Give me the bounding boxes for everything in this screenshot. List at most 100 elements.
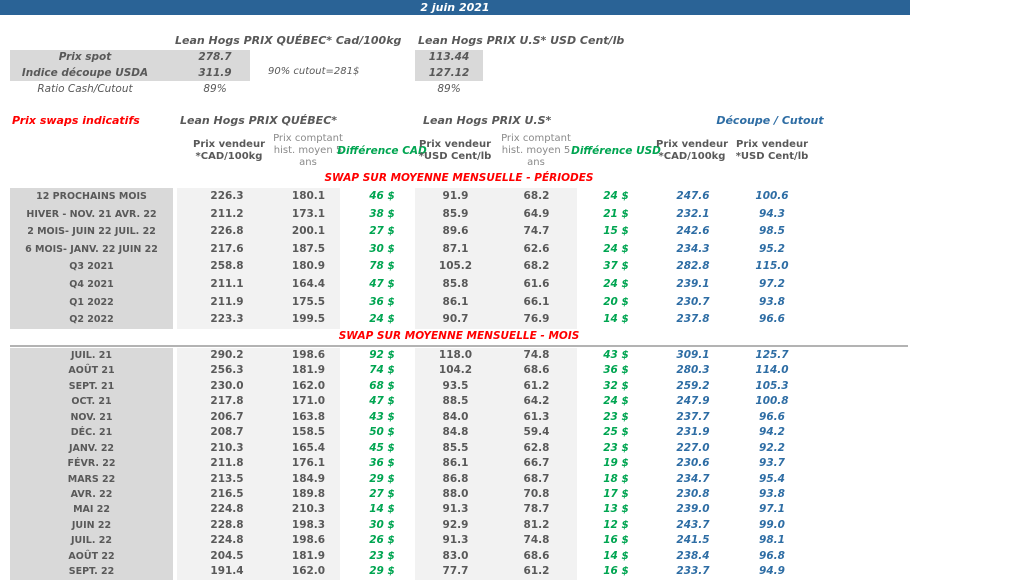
difference-cad-cell: 29 $: [369, 472, 395, 485]
col-header-cutout-usd: Prix vendeur *USD Cent/lb: [735, 139, 809, 162]
separator-line: [10, 345, 908, 347]
prix-vendeur-cad-cell: 210.3: [177, 440, 259, 457]
swaps-title: Prix swaps indicatifs: [12, 114, 140, 127]
difference-cad-cell: 78 $: [369, 260, 395, 273]
row-label: MAI 22: [10, 502, 173, 518]
difference-usd-cell: 21 $: [603, 207, 629, 220]
difference-usd-cell: 36 $: [603, 364, 629, 377]
cutout-cad-cell: 231.9: [676, 426, 710, 439]
cutout-usd-cell: 95.2: [759, 242, 785, 255]
cutout-cad-cell: 233.7: [676, 565, 710, 578]
prix-comptant-usd-cell: 70.8: [496, 486, 577, 503]
prix-comptant-usd-cell: 76.9: [496, 311, 577, 329]
cutout-usd-cell: 97.1: [759, 503, 785, 516]
table-row: AOÛT 22 204.5 181.9 23 $ 83.0 68.6 14 $ 238.4 96…: [0, 548, 1024, 565]
prix-comptant-usd-cell: 68.2: [496, 188, 577, 206]
prix-comptant-usd-cell: 78.7: [496, 502, 577, 518]
difference-usd-cell: 25 $: [603, 426, 629, 439]
periods-table: 12 PROCHAINS MOIS 226.3 180.1 46 $91.9 68.2 2…: [0, 188, 1024, 329]
cutout-note: 90% cutout=281$: [268, 66, 360, 77]
prix-comptant-usd-cell: 68.2: [496, 258, 577, 276]
quebec-spot-box: [10, 50, 250, 81]
col-header-prix-comptant-cad: Prix comptant hist. moyen 5 ans: [273, 133, 343, 168]
cutout-usd-cell: 94.3: [759, 207, 785, 220]
table-row: Q1 2022 211.9 175.5 36 $ 86.1 66.1 20 $ 230.7 93…: [0, 293, 1024, 312]
prix-vendeur-cad-cell: 217.6: [177, 240, 259, 259]
prix-comptant-cad-cell: 180.9: [259, 258, 340, 276]
difference-cad-cell: 36 $: [369, 295, 395, 308]
prix-vendeur-usd-cell: 86.1: [415, 456, 496, 472]
row-label: JUIL. 22: [10, 533, 173, 549]
cutout-usd-cell: 100.8: [755, 395, 789, 408]
table-row: SEPT. 21 230.0 162.0 68 $ 93.5 61.2 32 $ 259.2 1…: [0, 378, 1024, 395]
prix-vendeur-cad-cell: 211.1: [177, 275, 259, 294]
prix-vendeur-usd-cell: 90.7: [415, 311, 496, 329]
us-spot-title: Lean Hogs PRIX U.S* USD Cent/lb: [418, 34, 625, 47]
cutout-usd-cell: 115.0: [755, 260, 789, 273]
prix-comptant-cad-cell: 163.8: [259, 409, 340, 426]
cutout-cad-cell: 238.4: [676, 549, 710, 562]
cutout-cad-cell: 230.6: [676, 457, 710, 470]
prix-vendeur-cad-cell: 213.5: [177, 471, 259, 487]
difference-usd-cell: 16 $: [603, 534, 629, 547]
prix-comptant-usd-cell: 81.2: [496, 517, 577, 534]
row-label: Q1 2022: [10, 293, 173, 312]
table-row: Q2 2022 223.3 199.5 24 $ 90.7 76.9 14 $ 237.8 96…: [0, 311, 1024, 329]
cutout-usd-cell: 92.2: [759, 441, 785, 454]
us-spot-box: [415, 50, 483, 81]
table-row: DÉC. 21 208.7 158.5 50 $ 84.8 59.4 25 $ 231.9 94…: [0, 425, 1024, 441]
prix-vendeur-cad-cell: 228.8: [177, 517, 259, 534]
table-row: JANV. 22 210.3 165.4 45 $ 85.5 62.8 23 $ 227.0 9…: [0, 440, 1024, 457]
spot-usd-value: 113.44: [428, 51, 470, 63]
prix-comptant-cad-cell: 189.8: [259, 486, 340, 503]
prix-vendeur-cad-cell: 216.5: [177, 486, 259, 503]
prix-vendeur-usd-cell: 91.9: [415, 188, 496, 206]
prix-comptant-usd-cell: 66.7: [496, 456, 577, 472]
prix-comptant-usd-cell: 66.1: [496, 293, 577, 312]
cutout-usd-cell: 93.8: [759, 487, 785, 500]
prix-vendeur-usd-cell: 87.1: [415, 240, 496, 259]
cutout-cad-cell: 230.8: [676, 487, 710, 500]
difference-usd-cell: 18 $: [603, 472, 629, 485]
prix-vendeur-cad-cell: 191.4: [177, 564, 259, 580]
prix-comptant-usd-cell: 61.2: [496, 564, 577, 580]
difference-cad-cell: 26 $: [369, 534, 395, 547]
prix-comptant-cad-cell: 173.1: [259, 205, 340, 224]
cutout-usd-cell: 114.0: [755, 364, 789, 377]
prix-comptant-cad-cell: 200.1: [259, 223, 340, 241]
row-label: OCT. 21: [10, 394, 173, 410]
difference-usd-cell: 23 $: [603, 410, 629, 423]
difference-cad-cell: 30 $: [369, 242, 395, 255]
table-row: Q3 2021 258.8 180.9 78 $ 105.2 68.2 37 $ 282.8 1…: [0, 258, 1024, 276]
table-row: 12 PROCHAINS MOIS 226.3 180.1 46 $ 91.9 68.2 2…: [0, 188, 1024, 206]
prix-vendeur-usd-cell: 92.9: [415, 517, 496, 534]
prix-vendeur-usd-cell: 104.2: [415, 363, 496, 379]
prix-comptant-usd-cell: 64.2: [496, 394, 577, 410]
row-label: AOÛT 21: [10, 363, 173, 379]
difference-cad-cell: 43 $: [369, 410, 395, 423]
cutout-cad-cell: 241.5: [676, 534, 710, 547]
difference-cad-cell: 30 $: [369, 518, 395, 531]
prix-comptant-cad-cell: 158.5: [259, 425, 340, 441]
cutout-cad-cell: 230.7: [676, 295, 710, 308]
prix-vendeur-usd-cell: 88.5: [415, 394, 496, 410]
row-label: JUIN 22: [10, 517, 173, 534]
cutout-index-cad-value: 311.9: [198, 66, 232, 79]
prix-comptant-cad-cell: 176.1: [259, 456, 340, 472]
difference-cad-cell: 29 $: [369, 565, 395, 578]
table-row: JUIN 22 228.8 198.3 30 $ 92.9 81.2 12 $ 243.7 99…: [0, 517, 1024, 534]
cutout-cad-cell: 237.8: [676, 313, 710, 326]
prix-vendeur-cad-cell: 206.7: [177, 409, 259, 426]
prix-vendeur-usd-cell: 86.8: [415, 471, 496, 487]
cutout-cad-cell: 242.6: [676, 225, 710, 238]
prix-vendeur-cad-cell: 223.3: [177, 311, 259, 329]
cutout-usd-cell: 93.8: [759, 295, 785, 308]
cutout-cad-cell: 239.0: [676, 503, 710, 516]
col-header-difference-usd: Différence USD: [571, 145, 661, 157]
table-row: 2 MOIS- JUIN 22 JUIL. 22 226.8 200.1 27 $ 89…: [0, 223, 1024, 241]
difference-usd-cell: 15 $: [603, 225, 629, 238]
cutout-usd-cell: 105.3: [755, 379, 789, 392]
prix-vendeur-cad-cell: 226.3: [177, 188, 259, 206]
row-label: MARS 22: [10, 471, 173, 487]
row-label: DÉC. 21: [10, 425, 173, 441]
